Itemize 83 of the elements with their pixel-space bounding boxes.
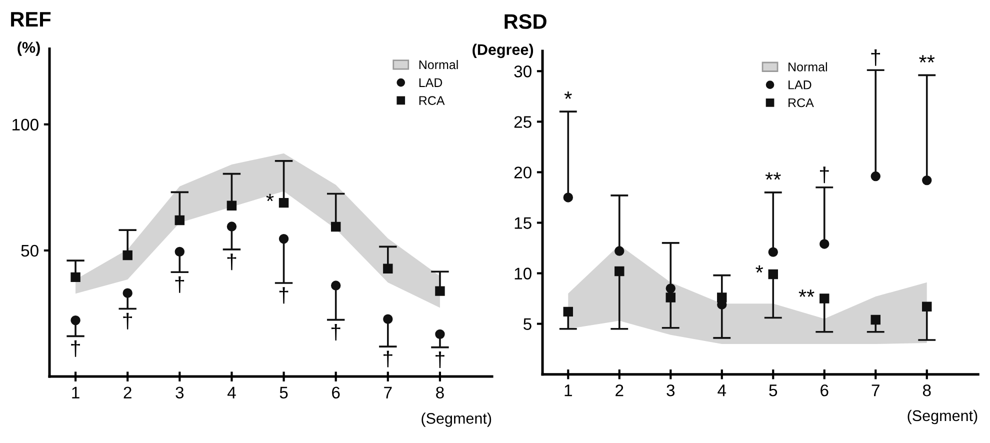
annotation: **	[765, 172, 781, 180]
x-tick-label: 8	[436, 386, 444, 399]
annotation: †	[279, 287, 288, 304]
x-tick-label: 6	[332, 386, 340, 399]
legend-label: LAD	[419, 78, 442, 87]
point	[278, 198, 289, 208]
y-tick-label: 15	[514, 217, 532, 229]
point	[174, 246, 185, 257]
x-tick-label: 3	[666, 384, 675, 396]
annotation: *	[564, 92, 572, 99]
x-tick-label: 8	[922, 384, 931, 396]
x-tick-label: 5	[280, 386, 288, 399]
x-axis-title: (Segment)	[908, 410, 978, 424]
x-axis-title: (Segment)	[422, 412, 492, 427]
point	[563, 192, 574, 202]
legend-label: RCA	[788, 98, 814, 108]
point	[226, 200, 237, 210]
y-tick-label: 20	[514, 166, 532, 178]
annotation: †	[436, 351, 444, 368]
x-tick-label: 2	[616, 384, 624, 396]
point	[330, 280, 341, 290]
point	[563, 306, 574, 317]
point	[614, 246, 624, 256]
x-tick-label: 5	[769, 384, 778, 396]
annotation: †	[175, 276, 184, 293]
legend-label: RCA	[419, 96, 445, 105]
legend-label: LAD	[788, 80, 812, 90]
point	[820, 239, 830, 249]
annotation: †	[71, 340, 80, 357]
chart-title: REF	[11, 12, 51, 27]
x-tick-label: 7	[872, 384, 880, 396]
annotation: **	[919, 55, 935, 62]
y-tick-label: 10	[514, 268, 532, 280]
x-tick-label: 2	[124, 386, 132, 398]
point	[614, 266, 624, 276]
point	[70, 315, 80, 326]
point	[922, 302, 932, 312]
point	[717, 292, 727, 302]
annotation: *	[756, 265, 764, 273]
annotation: †	[384, 350, 392, 368]
point	[122, 288, 132, 298]
legend-label: Normal	[788, 62, 827, 72]
point	[70, 272, 80, 282]
y-tick-label: 25	[514, 116, 532, 128]
point	[226, 222, 237, 232]
annotation: †	[871, 49, 880, 66]
x-tick-label: 3	[176, 386, 184, 399]
point	[435, 329, 445, 340]
point	[383, 314, 393, 324]
point	[768, 269, 778, 280]
legend-label: Normal	[419, 60, 458, 70]
point	[870, 314, 880, 325]
point	[383, 264, 393, 274]
annotation: **	[798, 290, 814, 297]
y-tick-label: 5	[524, 318, 532, 330]
point	[922, 175, 932, 186]
point	[666, 284, 676, 294]
point	[768, 247, 778, 257]
y-tick-label: 50	[21, 244, 38, 257]
y-axis-title: (%)	[18, 42, 40, 56]
point	[870, 171, 880, 182]
annotation: †	[331, 324, 340, 340]
x-tick-label: 6	[820, 384, 828, 396]
annotation: †	[227, 254, 236, 270]
chart-title: RSD	[504, 14, 546, 29]
y-axis-title: (Degree)	[472, 44, 534, 58]
point	[666, 292, 676, 302]
point	[122, 250, 132, 260]
y-tick-label: 30	[514, 66, 532, 78]
annotation: †	[820, 166, 829, 184]
annotation: *	[266, 194, 274, 202]
point	[435, 286, 445, 296]
x-tick-label: 7	[384, 386, 392, 398]
y-tick-label: 100	[12, 118, 38, 131]
point	[278, 234, 289, 244]
x-tick-label: 4	[718, 384, 726, 396]
point	[330, 222, 341, 232]
annotation: †	[123, 312, 132, 330]
x-tick-label: 4	[227, 386, 236, 398]
point	[820, 294, 830, 304]
x-tick-label: 1	[72, 386, 80, 398]
x-tick-label: 1	[564, 384, 572, 396]
point	[174, 215, 185, 226]
